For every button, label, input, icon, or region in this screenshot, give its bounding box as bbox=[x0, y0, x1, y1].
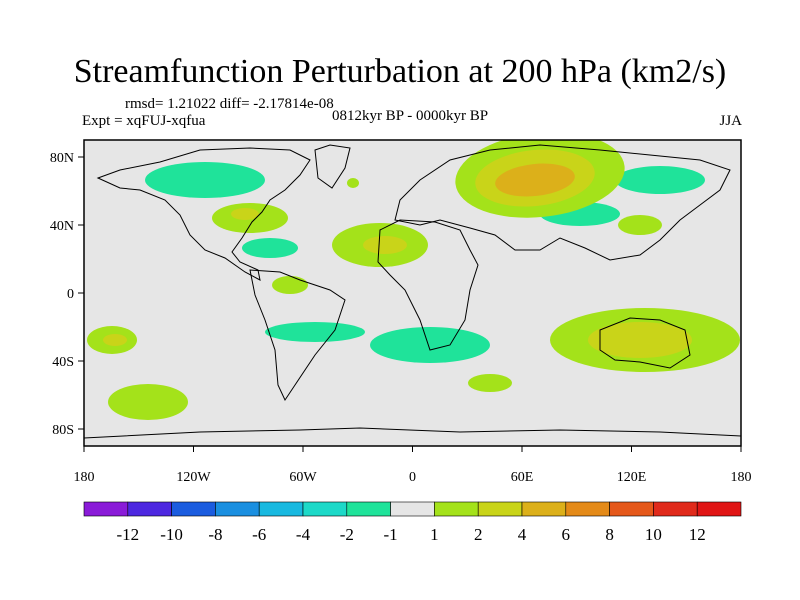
colorbar-label: 12 bbox=[689, 525, 706, 544]
colorbar-swatch bbox=[346, 501, 391, 517]
atlantic-small-high bbox=[347, 178, 359, 188]
y-tick-label: 80N bbox=[50, 151, 74, 166]
colorbar-label: 8 bbox=[605, 525, 614, 544]
nw-pacific-green bbox=[598, 223, 741, 277]
colorbar-label: -10 bbox=[160, 525, 183, 544]
period-label: 0812kyr BP - 0000kyr BP bbox=[332, 108, 488, 124]
colorbar-label: -8 bbox=[208, 525, 222, 544]
south-atlantic-cyan bbox=[370, 327, 490, 363]
x-tick-label: 60E bbox=[511, 470, 534, 485]
antarctica bbox=[84, 427, 741, 439]
colorbar-swatch bbox=[434, 501, 479, 517]
colorbar-swatch bbox=[696, 501, 742, 517]
colorbar-swatch bbox=[215, 501, 260, 517]
y-axis: 80N 40N 0 40S 80S bbox=[50, 151, 84, 438]
colorbar-label: 6 bbox=[562, 525, 571, 544]
colorbar-label: -6 bbox=[252, 525, 266, 544]
colorbar-swatch bbox=[609, 501, 654, 517]
colorbar-swatch bbox=[171, 501, 216, 517]
great-lakes-core bbox=[231, 208, 259, 220]
experiment-label: Expt = xqFUJ-xqfua bbox=[82, 113, 206, 129]
north-africa-core bbox=[363, 236, 407, 254]
colorbar-label: 10 bbox=[645, 525, 662, 544]
colorbar-swatch bbox=[390, 501, 435, 517]
greenland bbox=[314, 144, 351, 189]
south-america bbox=[249, 269, 346, 402]
eurasia bbox=[394, 144, 731, 261]
south-indian-high bbox=[468, 374, 512, 392]
y-tick-label: 40N bbox=[50, 219, 74, 234]
australia-core bbox=[588, 322, 692, 358]
x-tick-label: 60W bbox=[289, 470, 317, 485]
south-pacific-high bbox=[108, 384, 188, 420]
australia bbox=[599, 317, 691, 369]
arctic-cyan-region bbox=[145, 162, 265, 198]
stats-label: rmsd= 1.21022 diff= -2.17814e-08 bbox=[125, 96, 334, 112]
east-asia-high bbox=[618, 215, 662, 235]
colorbar-swatch bbox=[565, 501, 610, 517]
amazon-high bbox=[272, 276, 308, 294]
colorbar: -12 -10 -8 -6 -4 -2 -1 1 2 4 6 8 10 12 bbox=[83, 501, 742, 544]
colorbar-label: 4 bbox=[518, 525, 527, 544]
colorbar-label: -2 bbox=[340, 525, 354, 544]
chart-title: Streamfunction Perturbation at 200 hPa (… bbox=[74, 53, 727, 90]
colorbar-swatch bbox=[258, 501, 304, 517]
y-tick-label: 0 bbox=[67, 287, 74, 302]
africa bbox=[377, 219, 479, 351]
x-tick-label: 120E bbox=[617, 470, 647, 485]
southwest-pacific-green bbox=[633, 375, 717, 435]
season-label: JJA bbox=[719, 113, 742, 129]
x-tick-label: 0 bbox=[409, 470, 416, 485]
colorbar-swatch bbox=[653, 501, 698, 517]
y-tick-label: 40S bbox=[52, 355, 74, 370]
map-plot-area bbox=[83, 139, 742, 447]
colorbar-label: -12 bbox=[116, 525, 139, 544]
ne-asia-cyan-east bbox=[615, 166, 705, 194]
central-asia-high-core bbox=[495, 163, 575, 197]
north-atlantic-cyan bbox=[242, 238, 298, 258]
north-pacific-green bbox=[84, 192, 160, 210]
y-tick-label: 80S bbox=[52, 423, 74, 438]
x-tick-label: 180 bbox=[731, 470, 752, 485]
colorbar-swatch bbox=[477, 501, 523, 517]
colorbar-label: 1 bbox=[430, 525, 439, 544]
north-america bbox=[96, 147, 311, 281]
colorbar-label: 2 bbox=[474, 525, 483, 544]
colorbar-label: -1 bbox=[384, 525, 398, 544]
coastlines bbox=[84, 144, 741, 439]
colorbar-swatch bbox=[127, 501, 172, 517]
colorbar-swatch bbox=[302, 501, 348, 517]
x-tick-label: 180 bbox=[74, 470, 95, 485]
x-tick-label: 120W bbox=[176, 470, 211, 485]
colorbar-swatch bbox=[521, 501, 567, 517]
x-axis: 180 120W 60W 0 60E 120E 180 bbox=[74, 446, 752, 485]
colorbar-label: -4 bbox=[296, 525, 311, 544]
sw-pacific-core bbox=[103, 334, 127, 346]
colorbar-swatch bbox=[83, 501, 129, 517]
contour-fills bbox=[84, 140, 741, 435]
south-pacific-cyan bbox=[265, 322, 365, 342]
